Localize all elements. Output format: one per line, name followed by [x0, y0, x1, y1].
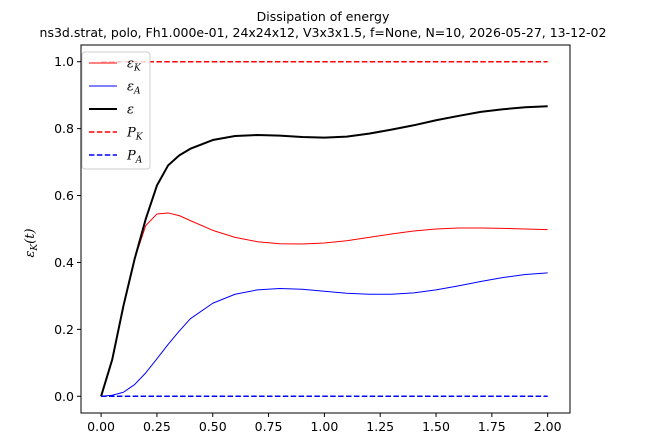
legend-label-4: PA: [126, 149, 143, 166]
y-tick-label: 0.6: [54, 188, 74, 203]
x-tick-label: 0.00: [87, 419, 115, 434]
legend-box: [81, 51, 151, 170]
legend: εK εA ε PK PA: [81, 51, 151, 170]
series-line-1: [101, 272, 548, 397]
chart-subtitle: ns3d.strat, polo, Fh1.000e-01, 24x24x12,…: [40, 25, 607, 40]
y-tick-label: 0.8: [54, 121, 74, 136]
x-tick-label: 0.75: [255, 419, 283, 434]
legend-label-1: εA: [127, 80, 141, 97]
x-tick-label: 1.00: [310, 419, 338, 434]
legend-label-2: ε: [127, 103, 134, 118]
series-line-0: [100, 212, 548, 397]
y-tick-label: 0.4: [54, 255, 74, 270]
y-tick-label: 0.0: [54, 389, 74, 404]
x-tick-label: 0.50: [199, 419, 227, 434]
legend-label-3: PK: [126, 126, 144, 143]
plot-frame: [80, 44, 571, 414]
legend-label-0: εK: [127, 57, 142, 74]
x-tick-label: 1.50: [422, 419, 450, 434]
x-tick-label: 1.25: [366, 419, 394, 434]
y-tick-label: 0.2: [54, 322, 74, 337]
y-axis: 0.0 0.2 0.4 0.6 0.8 1.0: [54, 54, 81, 404]
y-axis-label: εK(t): [23, 228, 40, 257]
x-tick-label: 2.00: [534, 419, 562, 434]
x-tick-label: 1.75: [478, 419, 506, 434]
chart-title: Dissipation of energy: [257, 9, 390, 24]
series-line-2: [100, 105, 548, 397]
plot-lines: [100, 60, 548, 398]
y-tick-label: 1.0: [54, 54, 74, 69]
x-tick-label: 0.25: [143, 419, 171, 434]
x-axis: 0.00 0.25 0.50 0.75 1.00 1.25 1.50 1.75 2.00: [87, 413, 562, 434]
